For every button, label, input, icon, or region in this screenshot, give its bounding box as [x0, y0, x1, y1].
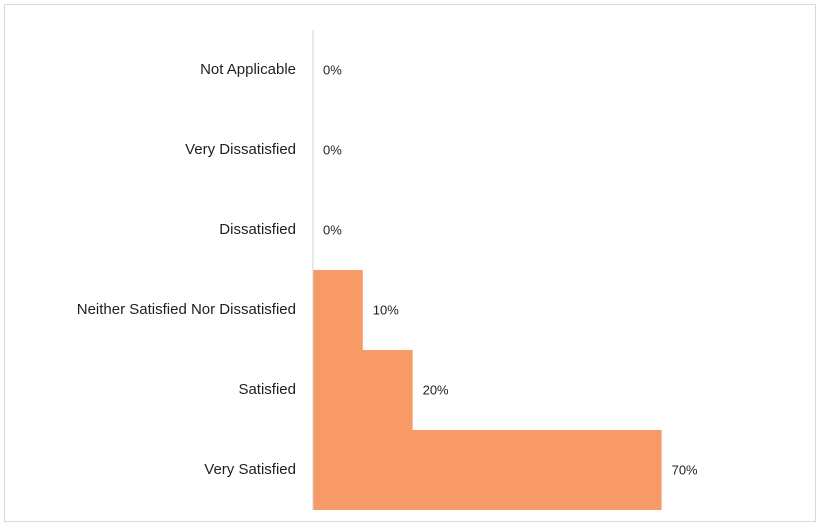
category-label: Very Dissatisfied	[185, 141, 296, 158]
data-label: 0%	[323, 62, 342, 77]
category-label: Not Applicable	[200, 61, 296, 78]
bar-very-satisfied	[313, 430, 662, 510]
data-label: 10%	[373, 302, 399, 317]
labels-layer: Not Applicable 0% Very Dissatisfied 0% Dissa…	[77, 61, 698, 478]
category-label: Dissatisfied	[219, 221, 296, 238]
category-label: Satisfied	[238, 381, 296, 398]
data-label: 0%	[323, 222, 342, 237]
bar-neither-satisfied-nor-dissatisfied	[313, 270, 363, 350]
bar-satisfied	[313, 350, 413, 430]
data-label: 70%	[672, 462, 698, 477]
data-label: 0%	[323, 142, 342, 157]
data-label: 20%	[423, 382, 449, 397]
category-label: Neither Satisfied Nor Dissatisfied	[77, 301, 296, 318]
category-label: Very Satisfied	[204, 461, 296, 478]
bars-layer	[313, 270, 662, 510]
